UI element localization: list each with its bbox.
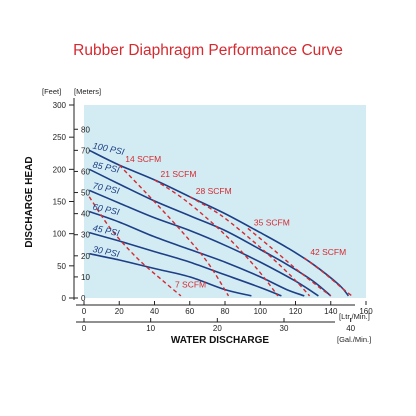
- liter-unit-label: [Ltr./Min.]: [339, 312, 370, 321]
- feet-tick-label: 50: [57, 262, 66, 271]
- chart-title: Rubber Diaphragm Performance Curve: [73, 42, 343, 59]
- label-42-scfm: 42 SCFM: [310, 247, 346, 257]
- liter-tick-label: 160: [359, 307, 373, 316]
- curve-70-psi: [88, 189, 319, 297]
- gallon-unit-label: [Gal./Min.]: [337, 335, 371, 344]
- curve-45-psi: [89, 231, 282, 297]
- meter-tick-label: 40: [81, 210, 90, 219]
- feet-tick-label: 150: [53, 198, 67, 207]
- curve-42-scfm: [303, 257, 353, 297]
- curve-85-psi: [88, 168, 332, 297]
- gallon-tick-label: 0: [82, 324, 87, 333]
- meter-tick-label: 50: [81, 189, 90, 198]
- meter-tick-label: 60: [81, 167, 90, 176]
- label-14-scfm: 14 SCFM: [125, 154, 161, 164]
- label-28-scfm: 28 SCFM: [196, 186, 232, 196]
- liter-tick-label: 20: [115, 307, 124, 316]
- liter-tick-label: 140: [324, 307, 338, 316]
- meter-tick-label: 70: [81, 146, 90, 155]
- air-curves-layer: [88, 164, 353, 297]
- y-axis-title: DISCHARGE HEAD: [24, 156, 35, 247]
- liter-tick-label: 100: [254, 307, 268, 316]
- feet-tick-label: 0: [62, 294, 67, 303]
- plot-area: [84, 105, 366, 298]
- x-axis-title: WATER DISCHARGE: [171, 335, 269, 346]
- gallon-tick-label: 40: [346, 324, 355, 333]
- liter-tick-label: 80: [221, 307, 230, 316]
- feet-tick-label: 250: [53, 133, 67, 142]
- axes-layer: 05010015020025030001020304050607080[Feet…: [24, 87, 373, 346]
- meter-tick-label: 30: [81, 231, 90, 240]
- meter-tick-label: 10: [81, 273, 90, 282]
- gallon-tick-label: 20: [213, 324, 222, 333]
- feet-unit-label: [Feet]: [42, 87, 61, 96]
- meter-tick-label: 0: [81, 294, 86, 303]
- curve-28-scfm: [189, 196, 311, 297]
- curve-30-psi: [89, 252, 252, 297]
- curve-21-scfm: [154, 179, 279, 297]
- feet-tick-label: 100: [53, 230, 67, 239]
- label-35-scfm: 35 SCFM: [254, 217, 290, 227]
- liter-tick-label: 60: [185, 307, 194, 316]
- liter-tick-label: 0: [82, 307, 87, 316]
- label-7-scfm: 7 SCFM: [175, 279, 206, 289]
- curve-60-psi: [89, 210, 305, 297]
- gallon-tick-label: 10: [146, 324, 155, 333]
- feet-tick-label: 300: [53, 101, 67, 110]
- liter-tick-label: 120: [289, 307, 303, 316]
- label-21-scfm: 21 SCFM: [161, 169, 197, 179]
- meter-tick-label: 20: [81, 252, 90, 261]
- gallon-tick-label: 30: [280, 324, 289, 333]
- curve-7-scfm: [88, 196, 182, 297]
- liter-tick-label: 40: [150, 307, 159, 316]
- meter-unit-label: [Meters]: [74, 87, 101, 96]
- curve-14-scfm: [118, 164, 230, 297]
- meter-tick-label: 80: [81, 125, 90, 134]
- feet-tick-label: 200: [53, 165, 67, 174]
